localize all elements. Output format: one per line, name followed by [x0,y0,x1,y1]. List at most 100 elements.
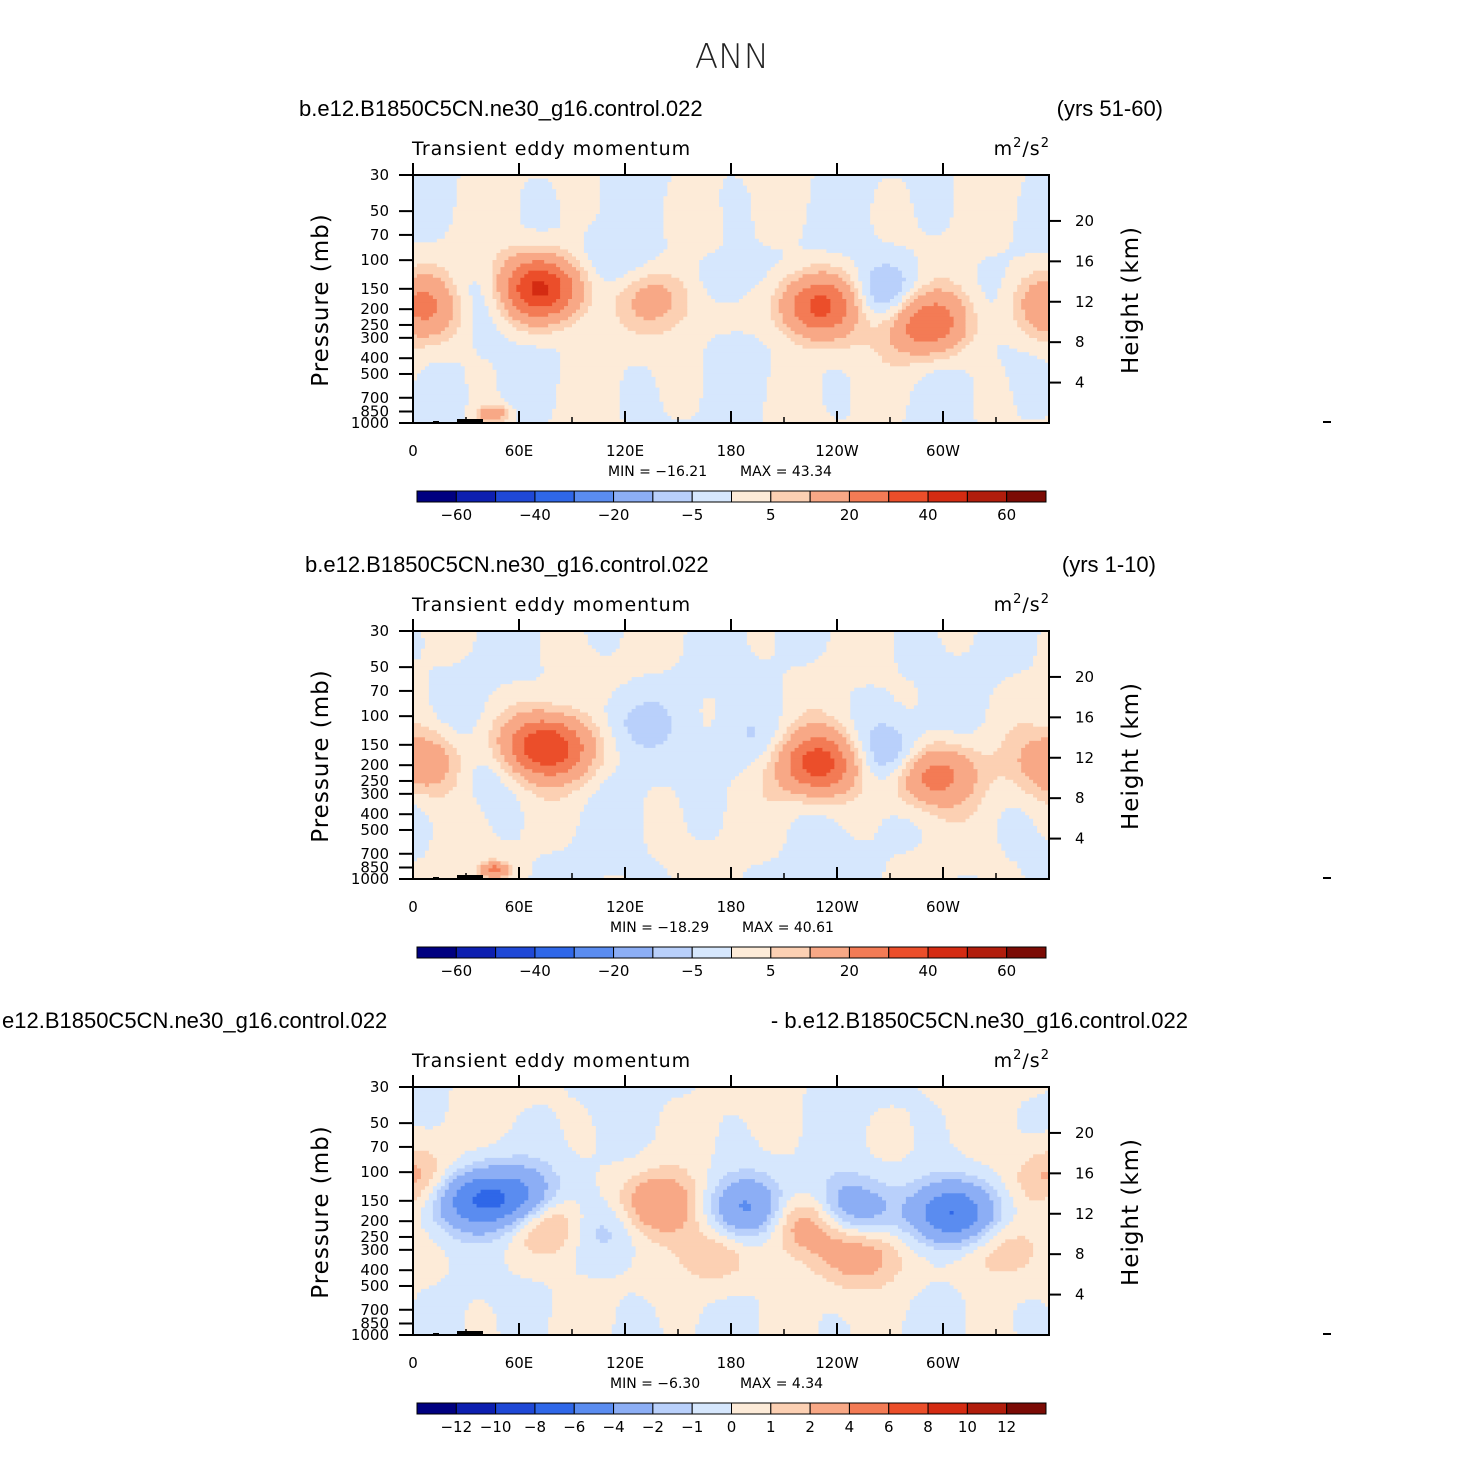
contour-cell [870,203,915,208]
contour-cell [1021,755,1050,760]
contour-cell [452,281,474,286]
contour-cell [488,868,502,873]
contour-cell [504,769,513,774]
contour-cell [595,755,605,760]
contour-cell [937,634,975,639]
contour-cell [965,369,1006,374]
contour-cell [826,313,847,318]
contour-cell [985,1189,998,1194]
contour-cell [444,267,494,272]
contour-cell [655,380,704,385]
contour-cell [878,723,887,728]
contour-cell [575,1150,597,1155]
y-tick-label: 100 [360,251,389,269]
contour-cell [790,790,847,795]
contour-cell [993,1203,1002,1209]
contour-cell [667,182,724,187]
contour-cell [738,1253,792,1258]
contour-cell [619,762,752,767]
contour-cell [420,1221,438,1226]
contour-cell [782,277,800,282]
contour-cell [436,1221,450,1226]
contour-cell [575,716,593,721]
contour-cell [703,281,760,286]
contour-cell [428,701,486,706]
contour-cell [413,684,430,689]
contour-cell [583,295,593,300]
contour-cell [575,1246,637,1251]
contour-cell [413,836,434,841]
contour-cell [643,744,657,749]
contour-cell [456,182,525,187]
contour-cell [993,1235,1018,1240]
contour-cell [496,376,561,382]
contour-cell [480,284,494,289]
contour-cell [671,327,780,332]
contour-cell [862,779,899,784]
contour-cell [822,394,851,399]
contour-cell [822,747,839,753]
contour-cell [603,1196,621,1201]
contour-cell [544,669,665,675]
contour-cell [655,384,704,389]
contour-cell [452,1179,474,1184]
contour-cell [866,1133,915,1138]
contour-cell [842,252,915,258]
contour-cell [766,1214,776,1219]
contour-cell [500,730,517,735]
contour-cell [790,769,808,774]
contour-cell [472,302,486,307]
x-tick-label: 60W [926,1354,960,1372]
contour-cell [524,765,573,770]
contour-cell [623,1271,692,1276]
contour-cell [595,213,665,219]
contour-cell [699,1274,724,1279]
contour-cell [723,825,792,830]
contour-cell [826,645,895,650]
contour-cell [413,811,426,816]
contour-cell [977,772,1026,777]
contour-cell [488,737,498,742]
contour-cell [460,769,474,774]
contour-cell [838,747,851,753]
contour-cell [464,1172,541,1177]
contour-cell [536,730,557,735]
colorbar-swatch [534,490,575,503]
contour-cell [1005,733,1050,738]
contour-cell [480,1189,502,1194]
contour-cell [925,1218,979,1223]
contour-cell [540,652,601,657]
contour-cell [635,1249,672,1255]
contour-cell [921,755,967,760]
contour-cell [909,362,1002,367]
contour-cell [647,366,704,371]
contour-cell [897,302,903,307]
contour-cell [413,708,434,714]
contour-cell [413,1097,450,1102]
contour-cell [460,755,494,760]
contour-cell [921,836,998,841]
contour-cell [901,1228,919,1233]
contour-cell [997,832,1042,838]
contour-cell [810,1267,839,1272]
contour-cell [1021,1129,1046,1134]
colorbar-swatch [495,946,536,959]
contour-cell [870,288,903,293]
contour-cell [917,256,986,261]
contour-cell [1021,277,1050,282]
contour-cell [945,786,975,792]
contour-cell [782,708,808,714]
contour-cell [488,694,613,699]
contour-cell [413,391,470,396]
colorbar-swatch [848,490,890,503]
contour-cell [778,783,812,788]
contour-cell [778,854,895,859]
contour-cell [452,221,521,226]
contour-cell [1033,655,1050,660]
contour-cell [723,1218,768,1223]
contour-cell [1037,641,1050,646]
contour-cell [560,291,573,297]
contour-cell [778,740,788,745]
contour-cell [413,655,422,660]
contour-cell [949,1129,1022,1134]
